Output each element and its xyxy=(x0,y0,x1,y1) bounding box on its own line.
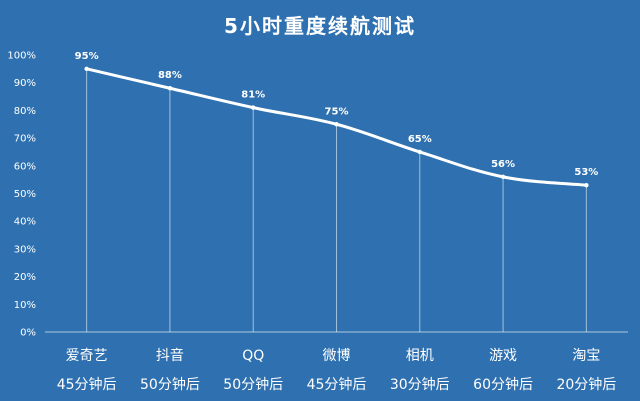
x-subcategory-label: 50分钟后 xyxy=(140,376,200,393)
x-subcategory-label: 20分钟后 xyxy=(556,376,616,393)
x-subcategory-label: 60分钟后 xyxy=(473,376,533,393)
data-label: 56% xyxy=(491,159,515,170)
data-label: 75% xyxy=(325,106,349,117)
y-tick-label: 80% xyxy=(14,106,36,117)
data-point xyxy=(167,86,173,91)
y-tick-label: 20% xyxy=(14,272,36,283)
data-label: 65% xyxy=(408,134,432,145)
y-tick-label: 100% xyxy=(7,51,36,62)
x-subcategory-label: 30分钟后 xyxy=(390,376,450,393)
x-subcategory-label: 45分钟后 xyxy=(307,376,367,393)
data-label: 53% xyxy=(574,167,598,178)
y-tick-label: 60% xyxy=(14,161,36,172)
y-tick-label: 90% xyxy=(14,78,36,89)
data-label: 95% xyxy=(75,51,99,62)
y-tick-label: 10% xyxy=(14,300,36,311)
x-category-label: 微博 xyxy=(323,347,351,364)
y-tick-label: 30% xyxy=(14,244,36,255)
data-point xyxy=(584,182,589,188)
x-category-label: 抖音 xyxy=(156,347,184,364)
y-tick-label: 40% xyxy=(14,217,36,228)
chart-title: 5小时重度续航测试 xyxy=(224,14,416,38)
x-subcategory-label: 45分钟后 xyxy=(57,376,117,393)
x-category-label: 相机 xyxy=(406,348,434,364)
x-category-label: 爱奇艺 xyxy=(66,347,108,364)
x-subcategory-label: 50分钟后 xyxy=(223,376,283,393)
x-category-label: QQ xyxy=(242,348,264,364)
y-tick-label: 70% xyxy=(14,134,36,145)
y-tick-label: 50% xyxy=(14,189,36,200)
data-point xyxy=(84,66,89,72)
data-label: 88% xyxy=(158,70,182,81)
x-category-label: 淘宝 xyxy=(572,348,600,364)
data-point xyxy=(500,174,506,180)
data-point xyxy=(251,105,256,110)
y-tick-label: 0% xyxy=(20,328,36,339)
data-point xyxy=(334,122,339,127)
data-point xyxy=(417,149,422,155)
x-category-label: 游戏 xyxy=(489,348,517,364)
data-label: 81% xyxy=(241,90,265,101)
